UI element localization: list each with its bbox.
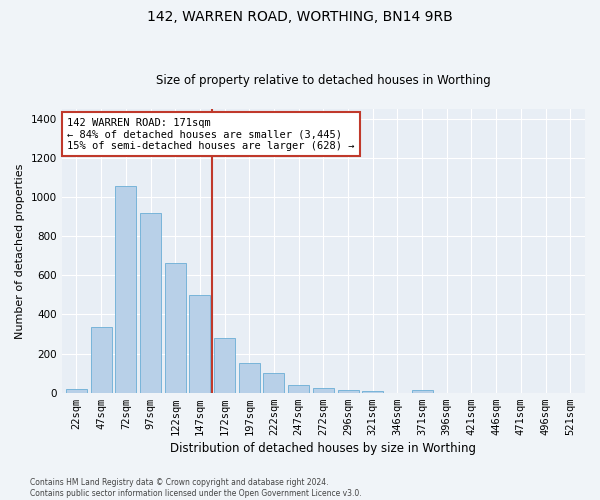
Text: 142, WARREN ROAD, WORTHING, BN14 9RB: 142, WARREN ROAD, WORTHING, BN14 9RB <box>147 10 453 24</box>
Bar <box>66 389 87 392</box>
Bar <box>263 373 284 392</box>
Bar <box>165 262 186 392</box>
Bar <box>288 385 309 392</box>
Bar <box>140 212 161 392</box>
Text: 142 WARREN ROAD: 171sqm
← 84% of detached houses are smaller (3,445)
15% of semi: 142 WARREN ROAD: 171sqm ← 84% of detache… <box>67 118 355 150</box>
Bar <box>115 186 136 392</box>
Bar <box>190 295 211 392</box>
Bar <box>412 390 433 392</box>
Bar <box>214 338 235 392</box>
Bar <box>91 327 112 392</box>
X-axis label: Distribution of detached houses by size in Worthing: Distribution of detached houses by size … <box>170 442 476 455</box>
Bar <box>313 388 334 392</box>
Bar <box>362 390 383 392</box>
Bar <box>239 364 260 392</box>
Y-axis label: Number of detached properties: Number of detached properties <box>15 163 25 338</box>
Text: Contains HM Land Registry data © Crown copyright and database right 2024.
Contai: Contains HM Land Registry data © Crown c… <box>30 478 362 498</box>
Title: Size of property relative to detached houses in Worthing: Size of property relative to detached ho… <box>156 74 491 87</box>
Bar <box>338 390 359 392</box>
